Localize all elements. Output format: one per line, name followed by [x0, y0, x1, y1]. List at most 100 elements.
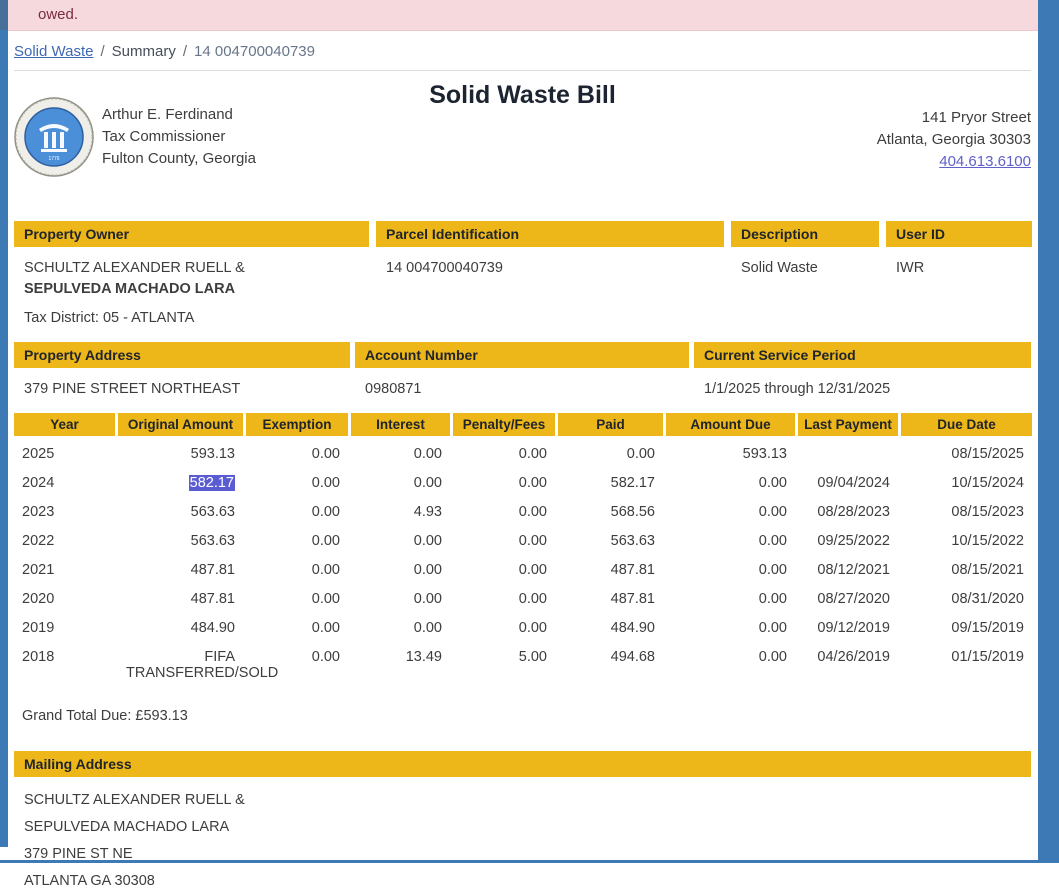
- bill-cell-amount_due: 0.00: [758, 475, 787, 491]
- bill-cell-paid: 582.17: [610, 475, 655, 491]
- bill-cell-paid: 563.63: [610, 533, 655, 549]
- bill-cell-paid: 568.56: [610, 504, 655, 520]
- bill-cell-due_date: 09/15/2019: [951, 620, 1024, 636]
- bill-cell-year: 2018: [22, 649, 55, 665]
- bill-cell-paid: 487.81: [610, 562, 655, 578]
- grand-total-label: Grand Total Due:: [22, 708, 132, 724]
- bill-cell-amount_due: 0.00: [758, 504, 787, 520]
- bill-cell-paid: 484.90: [610, 620, 655, 636]
- mailing-address-header: Mailing Address: [14, 751, 1031, 777]
- column-header-exemption: Exemption: [246, 413, 348, 436]
- column-header-year: Year: [14, 413, 115, 436]
- bill-cell-year: 2021: [22, 562, 55, 578]
- bill-cell-last_payment: 08/12/2021: [817, 562, 890, 578]
- mailing-line: SCHULTZ ALEXANDER RUELL &: [24, 792, 245, 808]
- bill-cell-interest: 0.00: [413, 591, 442, 607]
- bill-cell-last_payment: 09/25/2022: [817, 533, 890, 549]
- grand-total-value: £593.13: [135, 708, 188, 724]
- description-header: Description: [731, 221, 879, 247]
- mailing-line: 379 PINE ST NE: [24, 846, 133, 862]
- bill-cell-last_payment: 08/28/2023: [817, 504, 890, 520]
- mailing-line: SEPULVEDA MACHADO LARA: [24, 819, 230, 835]
- page-title: Solid Waste Bill: [429, 81, 616, 109]
- bill-cell-year: 2022: [22, 533, 55, 549]
- bill-cell-year: 2019: [22, 620, 55, 636]
- bill-cell-interest: 4.93: [413, 504, 442, 520]
- breadcrumb-link-solid-waste[interactable]: Solid Waste: [14, 43, 94, 60]
- bill-cell-amount_due: 0.00: [758, 533, 787, 549]
- bill-cell-last_payment: [798, 440, 898, 469]
- bill-cell-amount_due: 593.13: [742, 446, 787, 462]
- alert-text: owed.: [38, 6, 79, 23]
- bill-cell-due_date: 08/15/2021: [951, 562, 1024, 578]
- bill-cell-penalty_fees: 0.00: [518, 475, 547, 491]
- mailing-line: ATLANTA GA 30308: [24, 873, 155, 889]
- bill-cell-last_payment: 08/27/2020: [817, 591, 890, 607]
- bill-cell-penalty_fees: 0.00: [518, 562, 547, 578]
- county-seal-icon: 1776: [14, 97, 94, 177]
- bill-cell-year: 2024: [22, 475, 55, 491]
- bill-cell-original_amount: 563.63: [190, 533, 235, 549]
- tax-district-value: 05 - ATLANTA: [102, 310, 195, 326]
- bill-cell-exemption: 0.00: [311, 533, 340, 549]
- selected-text[interactable]: 582.17: [188, 475, 235, 491]
- office-phone-link[interactable]: 404.613.6100: [939, 153, 1031, 170]
- bill-cell-exemption: 0.00: [311, 562, 340, 578]
- bill-cell-interest: 13.49: [405, 649, 442, 665]
- mailing-section: Mailing Address SCHULTZ ALEXANDER RUELL …: [14, 751, 1031, 889]
- office-address-line2: Atlanta, Georgia 30303: [876, 131, 1031, 148]
- bottom-border-stripe: [0, 860, 1059, 863]
- breadcrumb: Solid Waste / Summary / 14 004700040739: [14, 31, 1031, 71]
- office-address-line1: 141 Pryor Street: [921, 109, 1031, 126]
- bill-cell-due_date: 08/15/2023: [951, 504, 1024, 520]
- column-header-penalty_fees: Penalty/Fees: [453, 413, 555, 436]
- bill-cell-penalty_fees: 0.00: [518, 504, 547, 520]
- bill-cell-exemption: 0.00: [311, 475, 340, 491]
- column-header-due_date: Due Date: [901, 413, 1032, 436]
- bill-cell-penalty_fees: 0.00: [518, 591, 547, 607]
- breadcrumb-separator: /: [100, 43, 105, 60]
- bill-cell-exemption: 0.00: [311, 649, 340, 665]
- account-number-value: 0980871: [365, 381, 422, 397]
- owner-name-line1: SCHULTZ ALEXANDER RUELL &: [24, 260, 245, 276]
- service-period-value: 1/1/2025 through 12/31/2025: [704, 381, 891, 397]
- bill-cell-exemption: 0.00: [311, 504, 340, 520]
- parcel-identification-value: 14 004700040739: [386, 260, 503, 276]
- bill-cell-due_date: 08/31/2020: [951, 591, 1024, 607]
- bill-cell-due_date: 10/15/2024: [951, 475, 1024, 491]
- bill-cell-original_amount: 487.81: [190, 562, 235, 578]
- property-owner-header: Property Owner: [14, 221, 369, 247]
- user-id-header: User ID: [886, 221, 1032, 247]
- svg-text:1776: 1776: [48, 156, 59, 162]
- property-address-header: Property Address: [14, 342, 350, 368]
- bill-cell-penalty_fees: 0.00: [518, 446, 547, 462]
- column-header-paid: Paid: [558, 413, 663, 436]
- bill-cell-amount_due: 0.00: [758, 649, 787, 665]
- account-number-header: Account Number: [355, 342, 689, 368]
- bill-cell-interest: 0.00: [413, 446, 442, 462]
- column-header-interest: Interest: [351, 413, 450, 436]
- column-header-amount_due: Amount Due: [666, 413, 795, 436]
- owner-name-line2: SEPULVEDA MACHADO LARA: [24, 281, 236, 297]
- bill-cell-amount_due: 0.00: [758, 620, 787, 636]
- bill-cell-year: 2023: [22, 504, 55, 520]
- bill-cell-interest: 0.00: [413, 533, 442, 549]
- alert-banner: owed.: [8, 0, 1038, 31]
- description-value: Solid Waste: [741, 260, 818, 276]
- owner-section: Property Owner SCHULTZ ALEXANDER RUELL &…: [14, 221, 1032, 328]
- bill-cell-last_payment: 04/26/2019: [817, 649, 890, 665]
- bill-header: Solid Waste Bill 1776 Arthur E. Ferdinan…: [14, 77, 1031, 207]
- address-section: Property Address 379 PINE STREET NORTHEA…: [14, 342, 1031, 400]
- bill-cell-original_amount: FIFA TRANSFERRED/SOLD: [126, 649, 279, 681]
- bill-cell-interest: 0.00: [413, 475, 442, 491]
- bill-cell-due_date: 08/15/2025: [951, 446, 1024, 462]
- user-id-value: IWR: [896, 260, 925, 276]
- parcel-identification-header: Parcel Identification: [376, 221, 724, 247]
- service-period-header: Current Service Period: [694, 342, 1031, 368]
- breadcrumb-current: Summary: [111, 43, 176, 60]
- property-address-value: 379 PINE STREET NORTHEAST: [24, 381, 241, 397]
- column-header-last_payment: Last Payment: [798, 413, 898, 436]
- official-region: Fulton County, Georgia: [102, 150, 256, 167]
- bill-cell-exemption: 0.00: [311, 620, 340, 636]
- bill-cell-due_date: 10/15/2022: [951, 533, 1024, 549]
